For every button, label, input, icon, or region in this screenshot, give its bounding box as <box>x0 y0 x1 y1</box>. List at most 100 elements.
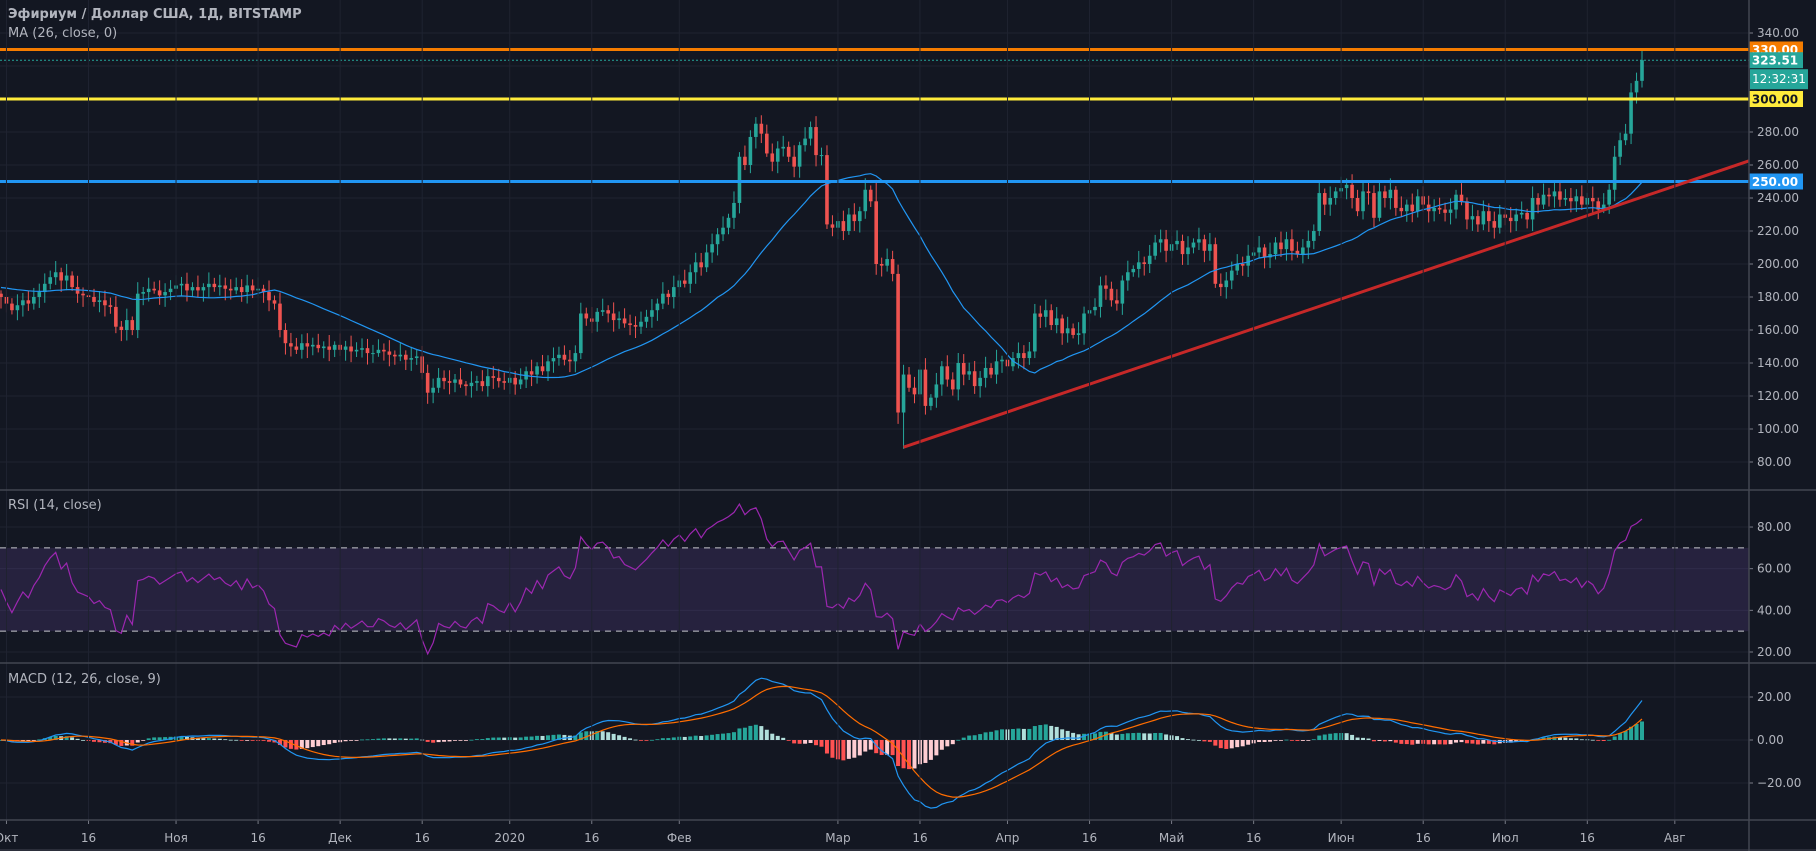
candle <box>1437 197 1442 215</box>
candle <box>1257 236 1261 259</box>
candle <box>431 378 435 404</box>
macd-histogram-bar <box>546 735 550 740</box>
candle-body <box>1552 191 1557 197</box>
ma-legend[interactable]: MA (26, close, 0) <box>8 26 118 41</box>
time-axis-label: 16 <box>1416 831 1431 845</box>
candle <box>929 394 933 411</box>
macd-histogram-bar <box>485 738 490 740</box>
candle <box>1219 273 1223 297</box>
candle <box>890 250 895 282</box>
macd-histogram-bar <box>97 740 102 743</box>
candle <box>967 362 971 381</box>
macd-histogram-bar <box>649 739 654 741</box>
macd-histogram-bar <box>1098 731 1103 740</box>
candle-body <box>600 310 605 312</box>
candle-body <box>305 343 310 347</box>
candle-body <box>327 346 331 350</box>
candle-body <box>617 318 621 321</box>
candle <box>518 368 523 390</box>
macd-histogram-bar <box>502 737 507 740</box>
macd-histogram-bar <box>885 740 890 755</box>
candle-body <box>961 363 966 375</box>
candle-body <box>343 346 348 350</box>
candle-body <box>1558 191 1562 200</box>
candle <box>201 283 206 302</box>
macd-histogram-bar <box>814 740 819 746</box>
macd-histogram-bar <box>91 740 96 742</box>
candle-body <box>316 344 321 349</box>
macd-histogram-bar <box>573 735 578 740</box>
candle <box>59 267 63 292</box>
candle-body <box>890 259 895 274</box>
candle <box>1530 186 1535 231</box>
candle <box>721 216 725 242</box>
candle <box>387 340 392 367</box>
macd-histogram-bar <box>184 737 189 740</box>
candle <box>453 373 457 393</box>
candle-body <box>606 310 610 314</box>
time-axis-label: Авг <box>1664 831 1686 845</box>
candle <box>1022 345 1026 370</box>
candle-body <box>179 283 184 286</box>
price-axis-label: 240.00 <box>1757 191 1799 205</box>
macd-histogram-bar <box>978 734 983 740</box>
macd-histogram-bar <box>1432 740 1437 745</box>
rsi-axis-label: 60.00 <box>1757 562 1791 576</box>
macd-histogram-bar <box>1038 725 1043 740</box>
candle-body <box>819 155 824 157</box>
macd-legend[interactable]: MACD (12, 26, close, 9) <box>8 672 161 687</box>
candle <box>1590 186 1595 213</box>
candle-body <box>1640 60 1644 81</box>
candle-body <box>825 155 829 225</box>
candle <box>1465 197 1469 230</box>
macd-histogram-bar <box>53 735 58 740</box>
candle <box>53 261 58 285</box>
macd-histogram-bar <box>370 739 375 740</box>
candle <box>907 366 911 392</box>
candle-body <box>595 311 600 322</box>
macd-histogram-bar <box>633 739 638 741</box>
candle-body <box>332 344 337 350</box>
candle-body <box>775 148 780 162</box>
candle <box>529 359 534 387</box>
macd-histogram-bar <box>70 737 75 740</box>
macd-histogram-bar <box>797 740 802 744</box>
candle <box>496 368 501 388</box>
macd-axis-label: 20.00 <box>1757 690 1791 704</box>
candle-body <box>628 323 632 326</box>
rsi-legend[interactable]: RSI (14, close) <box>8 498 102 513</box>
candle-body <box>278 303 282 330</box>
macd-histogram-bar <box>1350 734 1355 740</box>
macd-histogram-bar <box>682 736 687 740</box>
candle <box>611 302 616 332</box>
candle <box>1071 323 1075 339</box>
candle <box>1295 241 1300 258</box>
candle <box>97 290 102 313</box>
candle-body <box>228 288 233 291</box>
candle-body <box>1186 247 1190 255</box>
macd-histogram-bar <box>1027 728 1032 740</box>
macd-histogram-bar <box>360 739 365 741</box>
candle <box>912 376 917 404</box>
macd-histogram-bar <box>1016 728 1021 740</box>
candle-body <box>1197 239 1201 243</box>
candle-body <box>1448 209 1453 213</box>
macd-histogram-bar <box>1032 726 1037 740</box>
macd-histogram-bar <box>1071 732 1076 740</box>
macd-histogram-bar <box>1180 738 1185 740</box>
candle <box>382 343 386 361</box>
candle <box>1153 234 1157 260</box>
macd-histogram-bar <box>1410 740 1415 745</box>
candle-body <box>901 374 906 413</box>
candle-body <box>141 292 146 294</box>
macd-histogram-bar <box>819 740 824 747</box>
candle-body <box>546 361 550 372</box>
macd-axis-label: −20.00 <box>1757 776 1801 790</box>
macd-histogram-bar <box>1300 740 1305 741</box>
price-axis-label: 80.00 <box>1757 455 1791 469</box>
candle <box>245 274 249 304</box>
symbol-title[interactable]: Эфириум / Доллар США, 1Д, BITSTAMP <box>8 7 302 22</box>
candle-body <box>1487 211 1491 222</box>
candle-body <box>42 283 47 293</box>
